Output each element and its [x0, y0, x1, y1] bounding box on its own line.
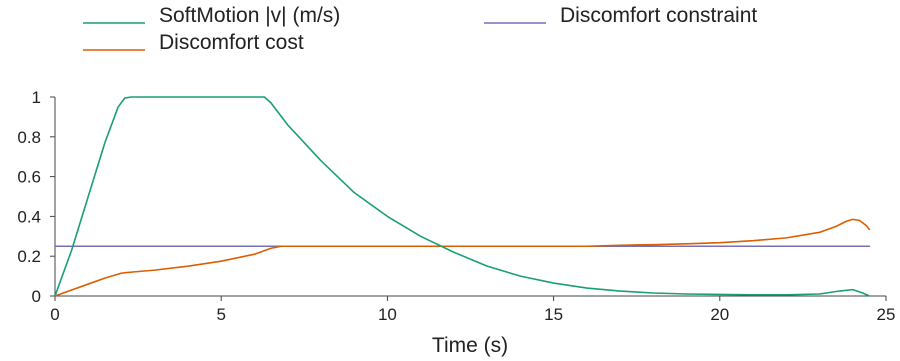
y-tick-label: 0.4: [17, 207, 41, 226]
y-tick-label: 0.6: [17, 168, 41, 187]
y-ticks: 0 0.2 0.4 0.6 0.8 1: [17, 88, 55, 306]
series-group: [54, 96, 871, 297]
x-tick-label: 20: [710, 305, 729, 324]
x-tick-label: 25: [877, 305, 896, 324]
x-tick-label: 5: [216, 305, 225, 324]
y-tick-label: 0: [32, 287, 41, 306]
legend-label-discomfort-cost: Discomfort cost: [159, 31, 304, 54]
series-line-softmotion-v-m-s: [54, 96, 871, 297]
x-ticks: 0 5 10 15 20 25: [50, 296, 895, 324]
legend-label-discomfort-constraint: Discomfort constraint: [560, 4, 757, 27]
legend: SoftMotion |v| (m/s) Discomfort constrain…: [83, 4, 757, 54]
y-tick-label: 0.8: [17, 128, 41, 147]
legend-label-softmotion-v-m-s: SoftMotion |v| (m/s): [159, 4, 340, 27]
x-tick-label: 15: [544, 305, 563, 324]
y-tick-label: 1: [32, 88, 41, 107]
plot-area: 0 5 10 15 20 25 0 0.2 0.4 0.6 0.8 1: [17, 88, 895, 324]
x-tick-label: 0: [50, 305, 59, 324]
y-tick-label: 0.2: [17, 247, 41, 266]
series-line-discomfort-cost: [54, 218, 871, 297]
x-tick-label: 10: [378, 305, 397, 324]
x-axis-label: Time (s): [432, 334, 508, 357]
